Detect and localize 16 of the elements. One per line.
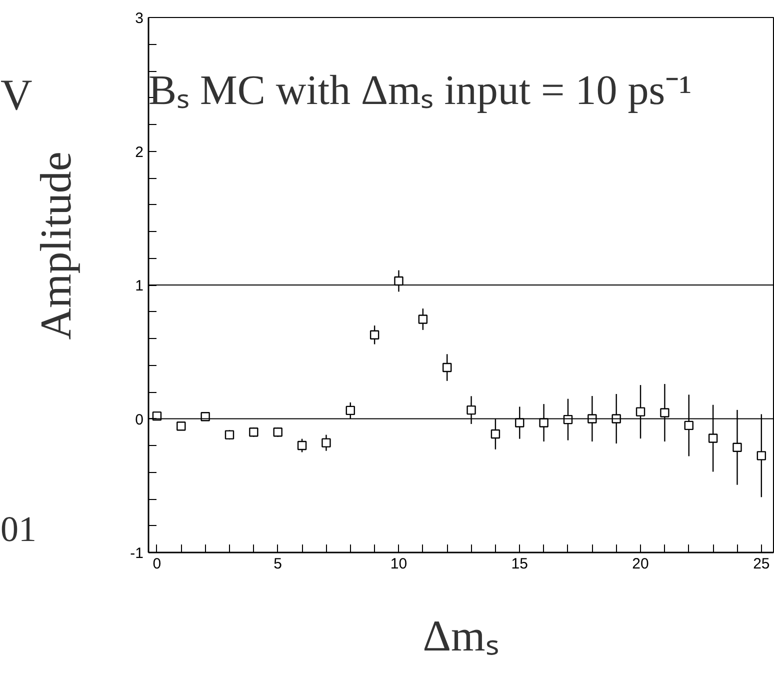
x-tick-label: 25 xyxy=(753,556,770,572)
y-tick-label: 2 xyxy=(135,144,144,161)
x-tick-label: 20 xyxy=(632,556,649,572)
x-tick-label: 10 xyxy=(390,556,408,572)
x-tick-label: 5 xyxy=(274,556,282,572)
x-tick-label: 15 xyxy=(511,556,528,572)
y-tick-label: -1 xyxy=(130,545,144,562)
y-tick-label: 0 xyxy=(135,411,144,428)
x-axis-title: Δmₛ xyxy=(422,612,500,660)
x-tick-label: 0 xyxy=(152,556,162,572)
y-axis-title: Amplitude xyxy=(32,152,80,340)
y-tick-label: 1 xyxy=(135,278,144,294)
y-tick-label: 3 xyxy=(135,10,144,27)
text: 01 xyxy=(0,509,36,550)
annotation: Bₛ MC with Δmₛ input = 10 ps⁻¹ xyxy=(148,68,692,114)
text: V xyxy=(0,70,32,120)
